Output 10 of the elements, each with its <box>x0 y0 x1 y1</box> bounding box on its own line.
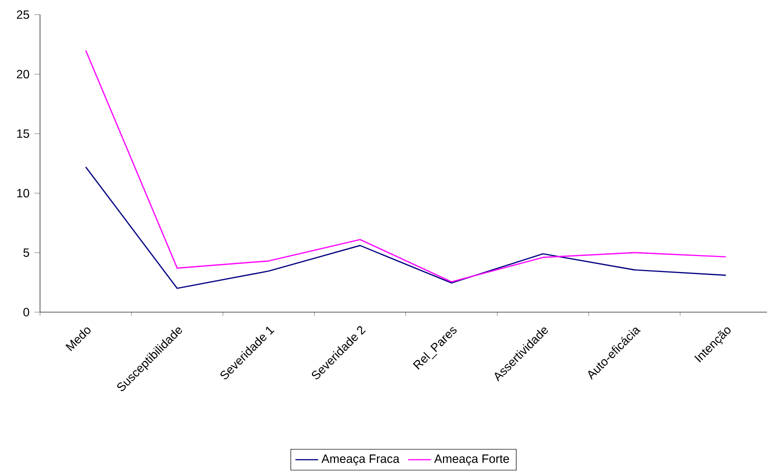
legend-label: Ameaça Forte <box>434 454 510 466</box>
y-tick-label: 0 <box>23 308 30 317</box>
legend-label: Ameaça Fraca <box>321 454 400 466</box>
y-tick-label: 20 <box>16 70 30 79</box>
y-tick-label: 5 <box>23 248 30 258</box>
y-tick-label: 25 <box>16 10 30 20</box>
y-tick-label: 15 <box>17 130 30 138</box>
y-tick-label: 10 <box>17 189 30 198</box>
line-series <box>85 50 726 283</box>
line-series <box>85 166 726 290</box>
